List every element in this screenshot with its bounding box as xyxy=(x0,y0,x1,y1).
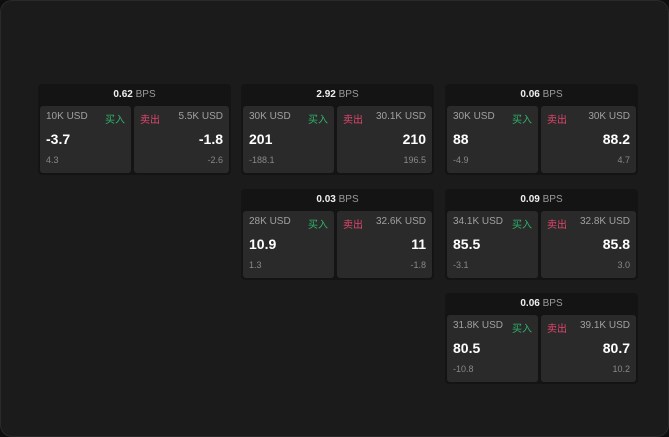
ask-size: 30K USD xyxy=(588,111,630,122)
bid-change: -188.1 xyxy=(249,155,275,165)
spread-unit: BPS xyxy=(338,89,359,100)
sell-label[interactable]: 卖出 xyxy=(547,115,567,126)
bid-change: 1.3 xyxy=(249,260,262,270)
sell-label[interactable]: 卖出 xyxy=(547,324,567,335)
bid-price: 85.5 xyxy=(453,236,481,252)
ask-price: 88.2 xyxy=(602,131,630,147)
quote-card: 0.03 BPS 28K USD 买入 10.9 1.3 卖出 32.6K USD … xyxy=(241,189,434,280)
ask-price: -1.8 xyxy=(198,131,223,147)
quote-card: 0.09 BPS 34.1K USD 买入 85.5 -3.1 卖出 32.8K U… xyxy=(445,189,638,280)
spread-header: 0.06 BPS xyxy=(445,84,638,105)
ask-size: 30.1K USD xyxy=(375,111,426,122)
bid-size: 30K USD xyxy=(249,111,291,122)
ask-size: 32.8K USD xyxy=(579,216,630,227)
buy-label[interactable]: 买入 xyxy=(512,115,532,126)
ask-price: 210 xyxy=(402,131,426,147)
ask-price: 80.7 xyxy=(602,340,630,356)
spread-unit: BPS xyxy=(338,194,359,205)
sell-label[interactable]: 卖出 xyxy=(547,220,567,231)
bid-size: 30K USD xyxy=(453,111,495,122)
bid-size: 10K USD xyxy=(46,111,88,122)
bid-size: 31.8K USD xyxy=(453,320,504,331)
sell-tile[interactable]: 卖出 30.1K USD 210 196.5 xyxy=(337,106,432,173)
ask-size: 39.1K USD xyxy=(579,320,630,331)
sell-tile[interactable]: 卖出 39.1K USD 80.7 10.2 xyxy=(541,315,636,382)
buy-tile[interactable]: 34.1K USD 买入 85.5 -3.1 xyxy=(447,211,538,278)
ask-change: 10.2 xyxy=(612,364,630,374)
bid-price: -3.7 xyxy=(46,131,71,147)
spread-header: 0.09 BPS xyxy=(445,189,638,210)
buy-label[interactable]: 买入 xyxy=(105,115,125,126)
spread-header: 0.06 BPS xyxy=(445,293,638,314)
spread-value: 2.92 xyxy=(316,89,336,100)
buy-label[interactable]: 买入 xyxy=(512,324,532,335)
bid-change: -3.1 xyxy=(453,260,469,270)
buy-label[interactable]: 买入 xyxy=(308,220,328,231)
quote-card: 0.06 BPS 30K USD 买入 88 -4.9 卖出 30K USD 88.… xyxy=(445,84,638,175)
bid-price: 201 xyxy=(249,131,273,147)
bid-price: 88 xyxy=(453,131,469,147)
bid-price: 80.5 xyxy=(453,340,481,356)
buy-tile[interactable]: 31.8K USD 买入 80.5 -10.8 xyxy=(447,315,538,382)
bid-size: 34.1K USD xyxy=(453,216,504,227)
ask-change: -2.6 xyxy=(207,155,223,165)
spread-value: 0.62 xyxy=(113,89,133,100)
bid-size: 28K USD xyxy=(249,216,291,227)
spread-unit: BPS xyxy=(542,194,563,205)
sell-tile[interactable]: 卖出 5.5K USD -1.8 -2.6 xyxy=(134,106,229,173)
buy-tile[interactable]: 10K USD 买入 -3.7 4.3 xyxy=(40,106,131,173)
quote-card: 0.62 BPS 10K USD 买入 -3.7 4.3 卖出 5.5K USD -… xyxy=(38,84,231,175)
sell-label[interactable]: 卖出 xyxy=(343,220,363,231)
spread-unit: BPS xyxy=(542,298,563,309)
spread-value: 0.09 xyxy=(520,194,540,205)
spread-unit: BPS xyxy=(542,89,563,100)
sell-tile[interactable]: 卖出 32.8K USD 85.8 3.0 xyxy=(541,211,636,278)
buy-label[interactable]: 买入 xyxy=(308,115,328,126)
ask-change: 4.7 xyxy=(617,155,630,165)
spread-value: 0.06 xyxy=(520,298,540,309)
buy-tile[interactable]: 30K USD 买入 201 -188.1 xyxy=(243,106,334,173)
ask-size: 32.6K USD xyxy=(375,216,426,227)
buy-tile[interactable]: 28K USD 买入 10.9 1.3 xyxy=(243,211,334,278)
quote-card: 2.92 BPS 30K USD 买入 201 -188.1 卖出 30.1K US… xyxy=(241,84,434,175)
ask-size: 5.5K USD xyxy=(178,111,223,122)
bid-change: -4.9 xyxy=(453,155,469,165)
bid-change: 4.3 xyxy=(46,155,59,165)
spread-header: 2.92 BPS xyxy=(241,84,434,105)
quote-card: 0.06 BPS 31.8K USD 买入 80.5 -10.8 卖出 39.1K … xyxy=(445,293,638,384)
ask-change: 3.0 xyxy=(617,260,630,270)
ask-price: 11 xyxy=(411,236,426,252)
buy-tile[interactable]: 30K USD 买入 88 -4.9 xyxy=(447,106,538,173)
spread-header: 0.03 BPS xyxy=(241,189,434,210)
ask-change: -1.8 xyxy=(410,260,426,270)
sell-label[interactable]: 卖出 xyxy=(343,115,363,126)
bid-price: 10.9 xyxy=(249,236,277,252)
spread-value: 0.03 xyxy=(316,194,336,205)
buy-label[interactable]: 买入 xyxy=(512,220,532,231)
spread-unit: BPS xyxy=(135,89,156,100)
spread-header: 0.62 BPS xyxy=(38,84,231,105)
ask-change: 196.5 xyxy=(403,155,426,165)
bid-change: -10.8 xyxy=(453,364,474,374)
ask-price: 85.8 xyxy=(602,236,630,252)
sell-tile[interactable]: 卖出 30K USD 88.2 4.7 xyxy=(541,106,636,173)
spread-value: 0.06 xyxy=(520,89,540,100)
sell-label[interactable]: 卖出 xyxy=(140,115,160,126)
sell-tile[interactable]: 卖出 32.6K USD 11 -1.8 xyxy=(337,211,432,278)
